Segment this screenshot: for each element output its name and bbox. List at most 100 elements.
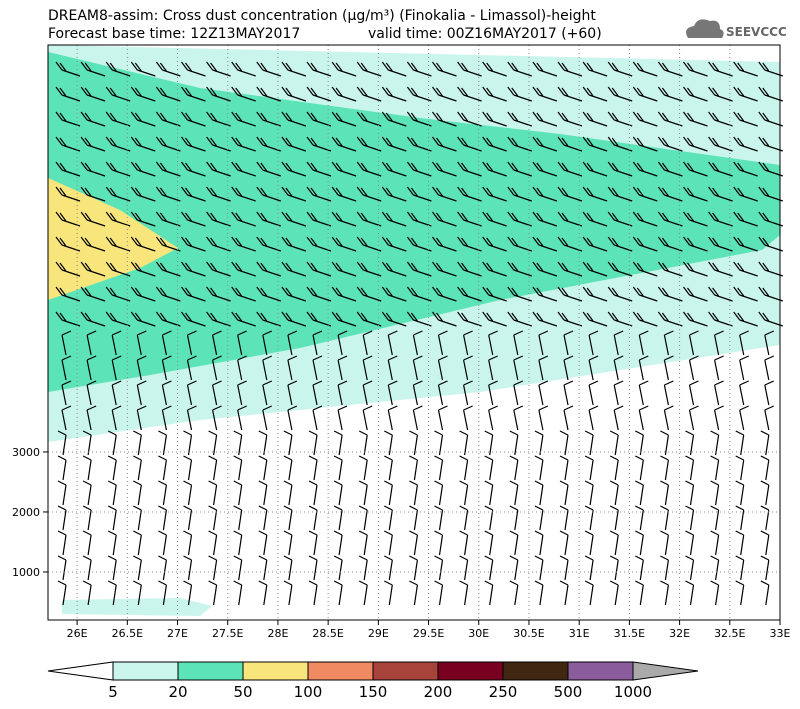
wind-barb: [437, 355, 448, 381]
wind-barb: [409, 580, 418, 606]
x-tick-label: 33E: [770, 627, 791, 640]
wind-barb: [710, 530, 720, 556]
wind-barb: [55, 261, 81, 277]
chart-title: DREAM8-assim: Cross dust concentration (…: [48, 8, 596, 24]
wind-barb: [80, 236, 106, 252]
wind-barb: [231, 311, 256, 327]
wind-barb: [635, 455, 644, 481]
wind-barb: [358, 480, 368, 506]
subtitle: Forecast base time: 12Z13MAY2017: [48, 26, 300, 42]
wind-barb: [384, 430, 393, 456]
wind-barb: [507, 86, 532, 102]
wind-barb: [356, 161, 382, 177]
wind-barb: [584, 430, 594, 456]
wind-barb: [733, 86, 758, 102]
wind-barb: [739, 405, 749, 431]
colorbar-segment: [112, 661, 179, 681]
wind-barb: [381, 86, 407, 102]
wind-barb: [507, 261, 532, 277]
wind-barb: [733, 286, 758, 302]
wind-barb: [688, 405, 699, 431]
wind-barb: [186, 405, 197, 431]
wind-barb: [482, 286, 507, 302]
wind-barb: [181, 61, 206, 77]
colorbar: 5 20 50 100 150 200 250 500 1000: [47, 661, 699, 701]
wind-barb: [133, 505, 142, 531]
wind-barb: [337, 405, 348, 431]
wind-barb: [557, 86, 583, 102]
wind-barb: [387, 355, 398, 381]
wind-barb: [387, 330, 398, 356]
wind-barb: [283, 505, 293, 531]
wind-barb: [635, 505, 644, 531]
wind-barb: [381, 186, 407, 202]
wind-barb: [281, 161, 307, 177]
wind-barb: [181, 86, 206, 102]
wind-barb: [708, 186, 733, 202]
wind-barb: [231, 211, 256, 227]
colorbar-label: 150: [359, 683, 388, 701]
wind-barb: [287, 355, 298, 381]
wind-barb: [559, 530, 569, 556]
wind-barb: [557, 286, 583, 302]
wind-barb: [708, 161, 733, 177]
wind-barb: [105, 61, 131, 77]
wind-barb: [482, 261, 507, 277]
colorbar-segment: [47, 661, 114, 681]
wind-barb: [331, 111, 357, 127]
wind-barb: [432, 311, 457, 327]
wind-barb: [588, 405, 599, 431]
wind-barb: [685, 430, 695, 456]
wind-barb: [657, 161, 683, 177]
wind-barb: [331, 186, 357, 202]
wind-barb: [457, 186, 482, 202]
wind-barb: [181, 161, 206, 177]
wind-barb: [312, 355, 323, 381]
wind-barb: [206, 261, 231, 277]
wind-barb: [609, 480, 619, 506]
contour-region: [48, 52, 780, 392]
wind-barb: [582, 286, 608, 302]
wind-barb: [663, 355, 674, 381]
x-tick-label: 28E: [267, 627, 288, 640]
wind-barb: [105, 186, 131, 202]
wind-barb: [231, 61, 256, 77]
wind-barb: [632, 236, 658, 252]
wind-barb: [412, 405, 423, 431]
wind-barb: [130, 311, 156, 327]
wind-barb: [582, 86, 608, 102]
wind-barb: [86, 405, 97, 431]
wind-barb: [584, 455, 594, 481]
wind-barb: [457, 61, 482, 77]
wind-barb: [660, 530, 669, 556]
wind-barb: [635, 530, 644, 556]
wind-barb: [509, 505, 519, 531]
wind-barb: [459, 480, 469, 506]
wind-barb: [111, 355, 122, 381]
wind-barb: [609, 555, 619, 581]
wind-barb: [406, 86, 432, 102]
wind-barb: [283, 580, 293, 606]
wind-barb: [356, 86, 382, 102]
wind-barb: [82, 505, 92, 531]
wind-barb: [432, 186, 457, 202]
wind-barb: [683, 136, 708, 152]
wind-barb: [133, 555, 142, 581]
wind-barb: [181, 186, 206, 202]
wind-barb: [381, 311, 407, 327]
wind-barb: [434, 530, 444, 556]
wind-barb: [381, 136, 407, 152]
wind-barb: [181, 111, 206, 127]
wind-barb: [133, 430, 142, 456]
wind-barb: [80, 61, 106, 77]
wind-barb: [406, 286, 432, 302]
wind-barb: [635, 480, 644, 506]
wind-barb: [333, 455, 343, 481]
wind-barb: [212, 355, 222, 381]
subtitle: valid time: 00Z16MAY2017 (+60): [368, 26, 602, 42]
wind-barb: [57, 480, 67, 506]
wind-barb: [258, 580, 268, 606]
wind-barb: [381, 111, 407, 127]
wind-barb: [409, 455, 418, 481]
